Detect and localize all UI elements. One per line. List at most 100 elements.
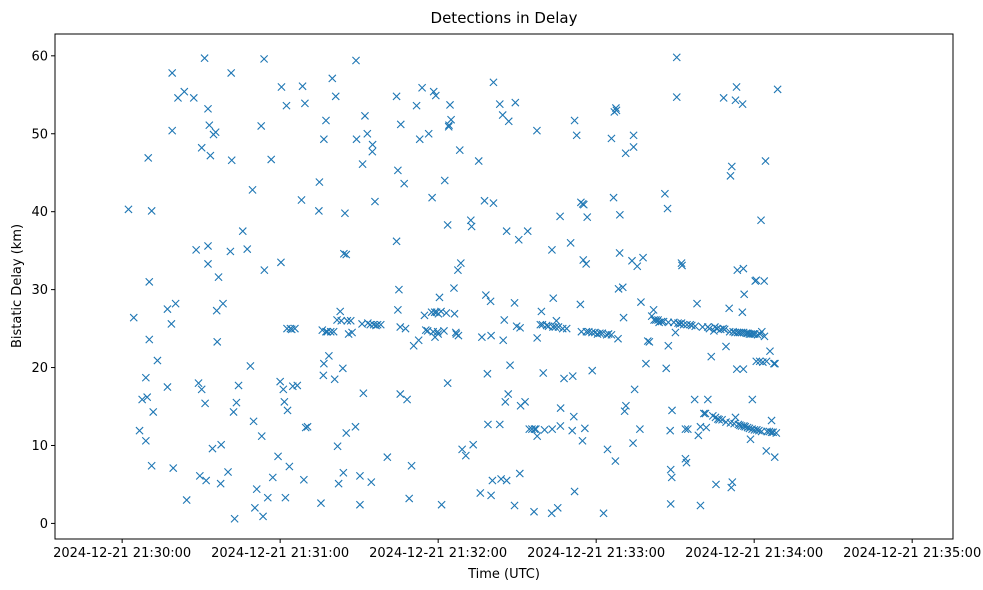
data-point-marker [533,333,542,342]
data-point-marker [560,374,569,383]
data-point-marker [219,299,228,308]
data-point-marker [376,320,385,329]
data-point-marker [639,253,648,262]
x-tick-label: 2024-12-21 21:32:00 [369,546,507,561]
data-point-marker [277,83,286,91]
data-point-marker [420,311,429,320]
data-point-marker [396,120,405,129]
data-point-marker [428,193,437,202]
x-axis-label: Time (UTC) [467,567,540,582]
data-point-marker [360,111,369,120]
data-point-marker [752,276,761,285]
data-point-marker [733,266,742,275]
data-point-marker [396,323,405,332]
data-point-marker [748,395,757,404]
data-point-marker [418,83,427,92]
data-point-marker [290,324,299,333]
data-point-marker [643,337,652,346]
data-point-marker [530,507,539,516]
data-point-marker [348,328,357,337]
data-point-marker [731,96,740,105]
data-point-marker [352,56,360,65]
data-point-marker [641,359,650,368]
y-tick-label: 60 [31,49,48,64]
data-point-marker [369,320,378,329]
data-point-marker [702,423,711,432]
data-point-marker [194,379,203,388]
data-point-marker [595,329,604,338]
data-point-marker [671,328,680,337]
data-point-marker [281,493,290,502]
y-tick-label: 50 [31,127,48,142]
data-point-marker [612,106,621,115]
data-point-marker [403,395,412,404]
data-point-marker [767,416,776,425]
data-point-marker [363,319,372,328]
data-point-marker [454,331,463,340]
data-point-marker [662,364,671,373]
data-point-marker [609,193,618,202]
data-point-marker [502,227,511,236]
data-point-marker [324,351,333,360]
y-axis-label: Bistatic Delay (km) [10,224,25,348]
data-point-marker [483,420,492,429]
data-point-marker [540,425,549,434]
data-point-marker [443,379,452,388]
data-point-marker [582,259,591,268]
data-point-marker [570,116,579,125]
y-tick-label: 0 [40,517,48,532]
data-point-marker [476,489,485,498]
data-point-marker [189,93,198,102]
data-point-marker [682,458,691,467]
data-point-marker [629,131,638,140]
data-point-marker [212,306,221,315]
data-point-marker [699,409,708,418]
data-point-marker [719,324,728,333]
data-point-marker [760,277,769,286]
data-point-marker [719,93,728,102]
data-point-marker [703,395,712,404]
data-point-marker [542,321,551,330]
data-point-marker [227,68,236,77]
data-point-marker [770,453,779,462]
data-point-marker [243,245,252,254]
data-point-marker [447,115,456,124]
data-point-marker [238,227,247,236]
data-point-marker [383,453,392,462]
data-point-marker [497,475,506,483]
data-point-marker [615,249,624,257]
data-point-marker [499,336,508,345]
data-point-marker [743,423,752,432]
data-point-marker [693,299,702,308]
data-point-marker [145,335,154,344]
data-point-marker [553,503,562,512]
data-point-marker [738,100,747,109]
data-point-marker [204,241,212,250]
data-point-marker [515,469,524,478]
data-point-marker [314,206,323,215]
data-point-marker [412,101,421,110]
data-point-marker [604,330,613,339]
data-point-marker [274,452,283,461]
data-point-marker [195,471,204,480]
y-axis: 0 10 20 30 40 50 60 [31,49,55,532]
x-tick-label: 2024-12-21 21:30:00 [53,546,191,561]
data-point-marker [572,131,581,140]
data-point-marker [182,496,191,505]
data-point-marker [319,359,328,368]
data-point-marker [636,298,645,307]
data-point-marker [556,404,565,413]
data-point-marker [329,327,338,336]
data-point-marker [268,473,277,482]
data-point-marker [138,395,147,404]
data-point-marker [667,473,676,482]
data-point-marker [370,197,379,206]
data-point-marker [733,328,742,337]
data-point-marker [539,369,548,377]
data-point-marker [405,494,414,503]
data-point-marker [293,381,302,390]
data-point-marker [143,393,152,402]
data-point-marker [664,341,673,350]
data-point-marker [363,129,372,138]
data-point-marker [211,128,220,137]
